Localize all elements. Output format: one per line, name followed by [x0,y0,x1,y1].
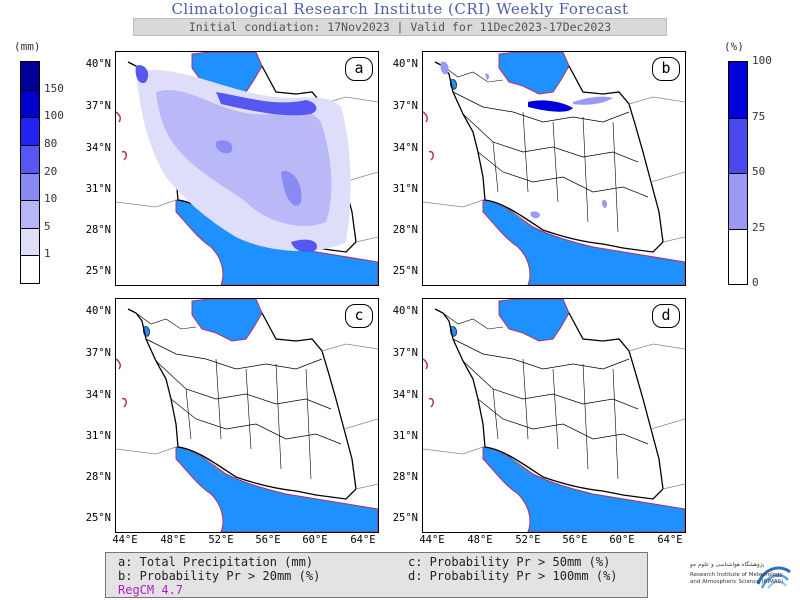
latitude-label: 34°N [85,142,111,154]
map-subtitle: Initial condiation: 17Nov2023 | Valid fo… [133,18,667,36]
logo-text-en2: and Atmospheric Science (RIMAS) [690,579,784,585]
map-title: Climatological Research Institute (CRI) … [171,0,629,18]
model-label: RegCM 4.7 [118,583,184,597]
colorbar-left-swatch [21,227,39,256]
latitude-label: 40°N [392,58,418,70]
colorbar-left-tick-label: 10 [44,192,58,206]
longitude-label: 64°E [350,534,376,546]
colorbar-right-swatch [729,173,747,229]
colorbar-left-swatch [21,144,39,173]
colorbar-left-unit: (mm) [14,40,41,53]
colorbar-left-tick-label: 150 [44,81,64,95]
latitude-label: 34°N [392,142,418,154]
panel-a-map [116,52,378,285]
latitude-label: 28°N [85,471,111,483]
probability-shading [440,61,613,219]
longitude-label: 44°E [419,534,445,546]
latitude-label: 40°N [85,305,111,317]
colorbar-left-tick-label: 80 [44,136,58,150]
panel-a-label: a [345,57,373,81]
longitude-label: 44°E [112,534,138,546]
panel-b-map [423,52,685,285]
latitude-label: 25°N [85,265,111,277]
institute-logo: پژوهشگاه هواشناسی و علوم جو Research Ins… [690,552,795,596]
colorbar-left-swatch [21,200,39,228]
colorbar-right [728,61,748,285]
logo-text-en1: Research Institute of Meteorology [690,572,783,578]
latitude-label: 37°N [85,347,111,359]
latitude-label: 28°N [392,471,418,483]
legend-d: d: Probability Pr > 100mm (%) [408,569,618,583]
longitude-label: 56°E [562,534,588,546]
latitude-label: 25°N [85,512,111,524]
colorbar-left-tick-label: 1 [44,247,51,261]
base-map [423,52,685,285]
colorbar-right-tick-label: 75 [752,109,766,123]
longitude-label: 48°E [160,534,186,546]
latitude-label: 34°N [85,389,111,401]
colorbar-left-swatch [21,89,39,118]
colorbar-right-tick-label: 0 [752,276,759,289]
colorbar-left-swatch [21,172,39,201]
logo-swirl-icon [756,566,791,589]
map-panel-b: b [422,51,686,286]
latitude-label: 40°N [392,305,418,317]
latitude-label: 25°N [392,512,418,524]
map-panel-c: c [115,298,379,533]
panel-d-label: d [652,304,680,328]
map-panel-d: d [422,298,686,533]
latitude-label: 31°N [392,430,418,442]
colorbar-right-swatch [729,62,747,118]
latitude-label: 28°N [85,224,111,236]
colorbar-right-tick-label: 25 [752,220,766,234]
panel-c-map [116,299,378,532]
longitude-label: 56°E [255,534,281,546]
latitude-label: 40°N [85,58,111,70]
precipitation-shading [135,65,351,252]
colorbar-right-swatch [729,228,747,284]
colorbar-right-unit: (%) [724,40,744,53]
longitude-label: 48°E [467,534,493,546]
colorbar-right-tick-label: 50 [752,165,766,178]
latitude-label: 31°N [85,183,111,195]
longitude-label: 60°E [609,534,635,546]
colorbar-right-tick-label: 100 [752,54,772,67]
colorbar-left-tick-label: 100 [44,109,64,123]
base-map [116,299,378,532]
colorbar-left-swatch [21,62,39,90]
latitude-label: 31°N [392,183,418,195]
latitude-label: 25°N [392,265,418,277]
panel-d-map [423,299,685,532]
colorbar-left-swatch [21,255,39,283]
colorbar-left-swatch [21,117,39,145]
colorbar-right-swatch [729,117,747,173]
base-map [423,299,685,532]
panel-b-label: b [652,57,680,81]
latitude-label: 37°N [392,347,418,359]
colorbar-left-tick-label: 5 [44,219,51,233]
legend-b: b: Probability Pr > 20mm (%) [118,569,321,583]
map-panel-a: a [115,51,379,286]
legend-box: a: Total Precipitation (mm) c: Probabili… [105,552,648,598]
panel-c-label: c [345,304,373,328]
longitude-label: 52°E [208,534,234,546]
colorbar-left-tick-label: 20 [44,164,58,178]
longitude-label: 52°E [515,534,541,546]
latitude-label: 34°N [392,389,418,401]
latitude-label: 37°N [85,100,111,112]
latitude-label: 28°N [392,224,418,236]
longitude-label: 64°E [657,534,683,546]
latitude-label: 37°N [392,100,418,112]
latitude-label: 31°N [85,430,111,442]
colorbar-left [20,61,40,284]
legend-a: a: Total Precipitation (mm) [118,555,314,569]
longitude-label: 60°E [302,534,328,546]
legend-c: c: Probability Pr > 50mm (%) [408,555,611,569]
logo-text-fa: پژوهشگاه هواشناسی و علوم جو [690,562,765,568]
